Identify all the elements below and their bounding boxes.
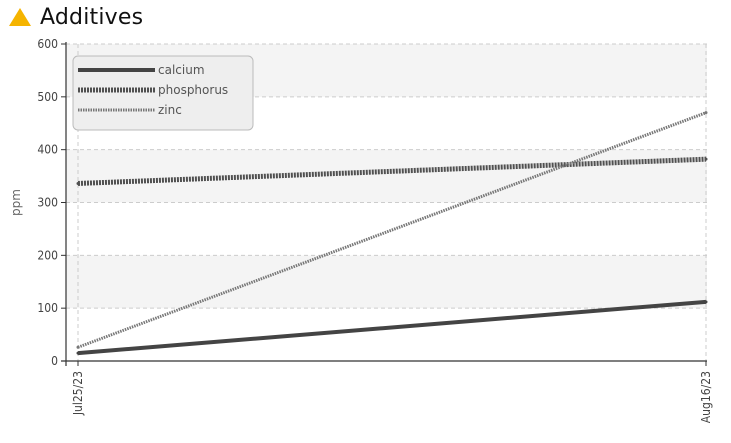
series-line-zinc (77, 111, 707, 349)
legend: calcium phosphorus zinc (72, 55, 254, 131)
y-tick-label: 300 (37, 196, 58, 210)
data-point-zinc (76, 345, 80, 349)
series-line-calcium (77, 299, 707, 356)
y-tick-label: 500 (37, 90, 58, 104)
data-point-calcium (76, 351, 80, 355)
data-point-calcium (704, 300, 708, 304)
y-axis-label: ppm (9, 189, 23, 216)
y-tick-label: 100 (37, 301, 58, 315)
legend-label-zinc: zinc (158, 103, 182, 117)
data-point-phosphorus (704, 157, 708, 161)
legend-label-phosphorus: phosphorus (158, 83, 228, 97)
legend-label-calcium: calcium (158, 63, 205, 77)
y-tick-label: 200 (37, 248, 58, 262)
y-tick-labels: 0 100 200 300 400 500 600 (37, 37, 58, 368)
warning-triangle-icon (9, 8, 31, 26)
axes (61, 42, 707, 366)
y-tick-label: 400 (37, 143, 58, 157)
data-point-phosphorus (76, 181, 80, 185)
x-tick-label: Aug16/23 (699, 371, 713, 423)
chart-header: Additives (8, 2, 143, 32)
data-point-zinc (704, 111, 708, 115)
plot-band (66, 255, 707, 309)
plot-band (66, 308, 707, 361)
plot-band (66, 202, 707, 256)
y-tick-label: 0 (51, 354, 58, 368)
series-lines (76, 111, 708, 356)
series-line-phosphorus (77, 156, 707, 186)
y-tick-label: 600 (37, 37, 58, 51)
x-tick-label: Jul25/23 (71, 371, 85, 416)
x-tick-labels: Jul25/23 Aug16/23 (71, 371, 713, 423)
chart-title: Additives (40, 4, 144, 30)
plot-band (66, 149, 707, 203)
plot-background-bands (66, 44, 707, 361)
